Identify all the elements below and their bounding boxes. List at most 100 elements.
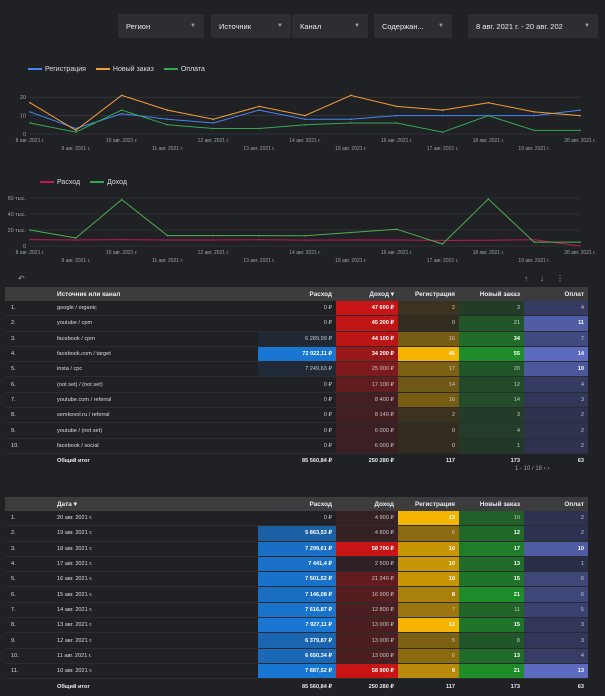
table-row[interactable]: 3. facebook / cpm 6 289,99 ₽44 100 ₽16 34 7: [5, 331, 588, 347]
table-row[interactable]: 6. (not set) / (not set) 0 ₽17 100 ₽14 12 4: [5, 377, 588, 393]
column-header[interactable]: Расход: [309, 500, 332, 508]
column-header[interactable]: Дата ▾: [57, 501, 77, 508]
table-cell: 21: [459, 587, 524, 602]
table-cell: 7 887,52 ₽: [258, 663, 336, 679]
table-row[interactable]: 1. google / organic 0 ₽47 600 ₽2 3 4: [5, 301, 588, 317]
table-row[interactable]: 4. facebook.com / target 72 022,11 ₽34 200…: [5, 346, 588, 363]
column-header[interactable]: Доход ▾: [369, 291, 394, 298]
table-row[interactable]: 10. 11 авг. 2021 г. 6 650,34 ₽13 000 ₽6 13 4: [5, 648, 588, 664]
total-cell: 250 280 ₽: [368, 458, 394, 465]
x-tick-label: 20 авг. 2021 г.: [564, 250, 596, 256]
table-cell: 10: [398, 572, 459, 587]
filter-region[interactable]: Регион ▼: [118, 14, 204, 38]
data-point: [258, 238, 260, 241]
x-tick-label: 14 авг. 2021 г.: [289, 250, 321, 256]
table-row[interactable]: 7. youtube.com / referral 0 ₽8 400 ₽16 14 3: [5, 392, 588, 409]
total-cell: 173: [510, 458, 520, 465]
table-cell: 8 400 ₽: [336, 392, 398, 408]
table-row[interactable]: 1. 20 авг. 2021 г. 0 ₽4 900 ₽13 10 2: [5, 511, 588, 527]
table-cell: 2: [524, 423, 588, 438]
column-header[interactable]: Новый заказ: [479, 290, 520, 298]
table-cell: 0 ₽: [258, 438, 336, 453]
table-cell: 15: [459, 618, 524, 633]
table-row[interactable]: 7. 14 авг. 2021 г. 7 616,87 ₽12 800 ₽7 11 5: [5, 602, 588, 619]
undo-icon[interactable]: ↶: [18, 274, 25, 283]
sort-down-icon[interactable]: ↓: [540, 274, 544, 283]
table-row[interactable]: 4. 17 авг. 2021 г. 7 441,4 ₽2 500 ₽10 13 1: [5, 556, 588, 573]
data-point: [75, 131, 77, 133]
table-row[interactable]: 9. 12 авг. 2021 г. 6 379,87 ₽13 000 ₽5 8 3: [5, 633, 588, 649]
table-row[interactable]: 8. semkovol.ru / referral 0 ₽8 140 ₽2 3 2: [5, 408, 588, 424]
table-row[interactable]: 2. youtube / cpm 0 ₽45 200 ₽0 21 11: [5, 316, 588, 332]
x-tick-label: 18 авг. 2021 г.: [473, 138, 505, 144]
table1-pagination[interactable]: 1 - 10 / 18 ‹ ›: [515, 466, 550, 472]
filter-content[interactable]: Содержан... ▼: [374, 14, 452, 38]
table-row[interactable]: 9. youtube / (not set) 0 ₽6 000 ₽0 4 2: [5, 423, 588, 439]
table-cell: 47 600 ₽: [336, 301, 398, 316]
legend-item-income: Доход: [90, 179, 127, 186]
table-row[interactable]: 2. 19 авг. 2021 г. 5 863,53 ₽4 800 ₽6 12 2: [5, 526, 588, 542]
column-header[interactable]: [5, 287, 53, 301]
y-tick-label: 10: [20, 114, 26, 120]
column-header[interactable]: Оплат: [564, 290, 584, 298]
table-cell: 14 авг. 2021 г.: [57, 606, 93, 613]
series-line-2: [29, 109, 580, 133]
x-tick-label: 20 авг. 2021 г.: [564, 138, 596, 144]
table-cell: 6 379,87 ₽: [258, 633, 336, 648]
table-cell: 0 ₽: [258, 377, 336, 392]
table-cell: 7.: [11, 396, 16, 403]
data-point: [212, 127, 215, 130]
table-cell: 10: [398, 541, 459, 556]
x-tick-label: 18 авг. 2021 г.: [473, 250, 505, 256]
table-row[interactable]: 5. 16 авг. 2021 г. 7 501,52 ₽21 240 ₽10 15 6: [5, 572, 588, 588]
column-header[interactable]: Расход: [309, 290, 332, 298]
table-row[interactable]: 6. 15 авг. 2021 г. 7 146,08 ₽16 900 ₽8 21 6: [5, 587, 588, 603]
data-point: [304, 239, 306, 241]
total-cell: 85 560,84 ₽: [302, 683, 332, 690]
data-point: [304, 234, 306, 237]
table-cell: 3.: [11, 335, 16, 342]
table-cell: facebook / social: [57, 442, 99, 449]
table-row[interactable]: 10. facebook / social 0 ₽6 000 ₽0 1 2: [5, 438, 588, 454]
column-header[interactable]: Регистрация: [415, 290, 455, 298]
table-cell: 5.: [11, 576, 16, 583]
chevron-left-icon[interactable]: ‹: [543, 466, 546, 472]
table-cell: 10: [459, 511, 524, 526]
data-point: [258, 105, 260, 108]
table-cell: 2: [524, 511, 588, 526]
table-row[interactable]: 3. 18 авг. 2021 г. 7 299,61 ₽58 700 ₽10 17 1…: [5, 541, 588, 557]
data-point: [487, 198, 490, 200]
chevron-right-icon[interactable]: ›: [547, 466, 550, 472]
table-cell: 7 441,4 ₽: [258, 556, 336, 572]
more-options-icon[interactable]: ⋮: [556, 274, 564, 283]
table-cell: 25 000 ₽: [336, 362, 398, 377]
table-cell: 6 289,99 ₽: [258, 331, 336, 346]
sort-up-icon[interactable]: ↑: [524, 274, 528, 283]
column-header[interactable]: [5, 497, 53, 511]
table-cell: 72 022,11 ₽: [258, 346, 336, 362]
column-header[interactable]: Источник или канал: [57, 290, 121, 298]
column-header[interactable]: Регистрация: [415, 500, 455, 508]
data-point: [487, 239, 490, 242]
filter-source[interactable]: Источник ▼: [211, 14, 291, 38]
data-point: [212, 239, 215, 241]
table-cell: 10.: [11, 652, 19, 659]
data-point: [395, 239, 398, 241]
table-cell: 17 100 ₽: [336, 377, 398, 392]
table-row[interactable]: 5. insta / cpc 7 249,63 ₽25 000 ₽17 20 10: [5, 362, 588, 378]
table-cell: 2.: [11, 320, 16, 327]
filter-channel[interactable]: Канал ▼: [292, 14, 368, 38]
data-point: [487, 101, 490, 104]
table-cell: 2 500 ₽: [336, 556, 398, 572]
table-cell: 1: [524, 556, 588, 572]
data-point: [350, 118, 352, 121]
table-row[interactable]: 11. 10 авг. 2021 г. 7 887,52 ₽58 900 ₽9 21 1…: [5, 663, 588, 680]
column-header[interactable]: Доход: [374, 500, 394, 508]
table-row[interactable]: 8. 13 авг. 2021 г. 7 927,11 ₽13 000 ₽13 15 3: [5, 618, 588, 634]
total-cell: 173: [510, 683, 520, 690]
column-header[interactable]: Оплат: [564, 500, 584, 508]
column-header[interactable]: Новый заказ: [479, 500, 520, 508]
date-range-picker[interactable]: 8 авг. 2021 г. - 20 авг. 202 ▼: [468, 14, 598, 38]
legend-item-expense: Расход: [40, 179, 80, 186]
table-cell: 21 240 ₽: [336, 572, 398, 587]
